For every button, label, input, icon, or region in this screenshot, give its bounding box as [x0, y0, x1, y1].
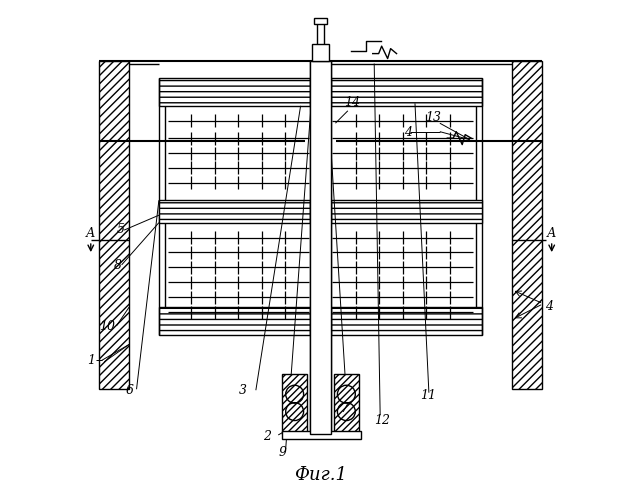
Bar — [312, 44, 329, 61]
Text: 2: 2 — [263, 430, 271, 443]
Bar — [334, 374, 359, 434]
Text: 13: 13 — [425, 110, 441, 124]
Text: Фиг.1: Фиг.1 — [294, 466, 347, 483]
Text: 4: 4 — [545, 300, 553, 312]
Text: 6: 6 — [126, 384, 133, 397]
Bar — [331, 200, 482, 222]
Bar — [331, 78, 482, 106]
Text: 3: 3 — [238, 384, 246, 397]
Text: 5: 5 — [117, 222, 124, 235]
Bar — [282, 432, 362, 439]
Bar — [99, 61, 129, 389]
Text: 12: 12 — [374, 414, 390, 427]
Text: А: А — [85, 226, 95, 239]
Bar — [159, 78, 310, 106]
Bar — [159, 200, 310, 222]
Bar — [314, 18, 327, 24]
Text: 10: 10 — [99, 320, 115, 332]
Bar — [331, 307, 482, 334]
Text: 7: 7 — [340, 402, 349, 414]
Bar — [310, 61, 331, 434]
Text: 8: 8 — [114, 259, 122, 272]
Text: 4: 4 — [404, 126, 412, 138]
Bar — [159, 307, 310, 334]
Bar — [310, 61, 331, 434]
Text: 14: 14 — [344, 96, 360, 109]
Text: 1: 1 — [87, 354, 95, 368]
Bar — [512, 61, 542, 389]
Text: 11: 11 — [420, 389, 436, 402]
Bar — [282, 374, 307, 434]
Text: 9: 9 — [278, 446, 287, 460]
Text: А: А — [547, 226, 556, 239]
